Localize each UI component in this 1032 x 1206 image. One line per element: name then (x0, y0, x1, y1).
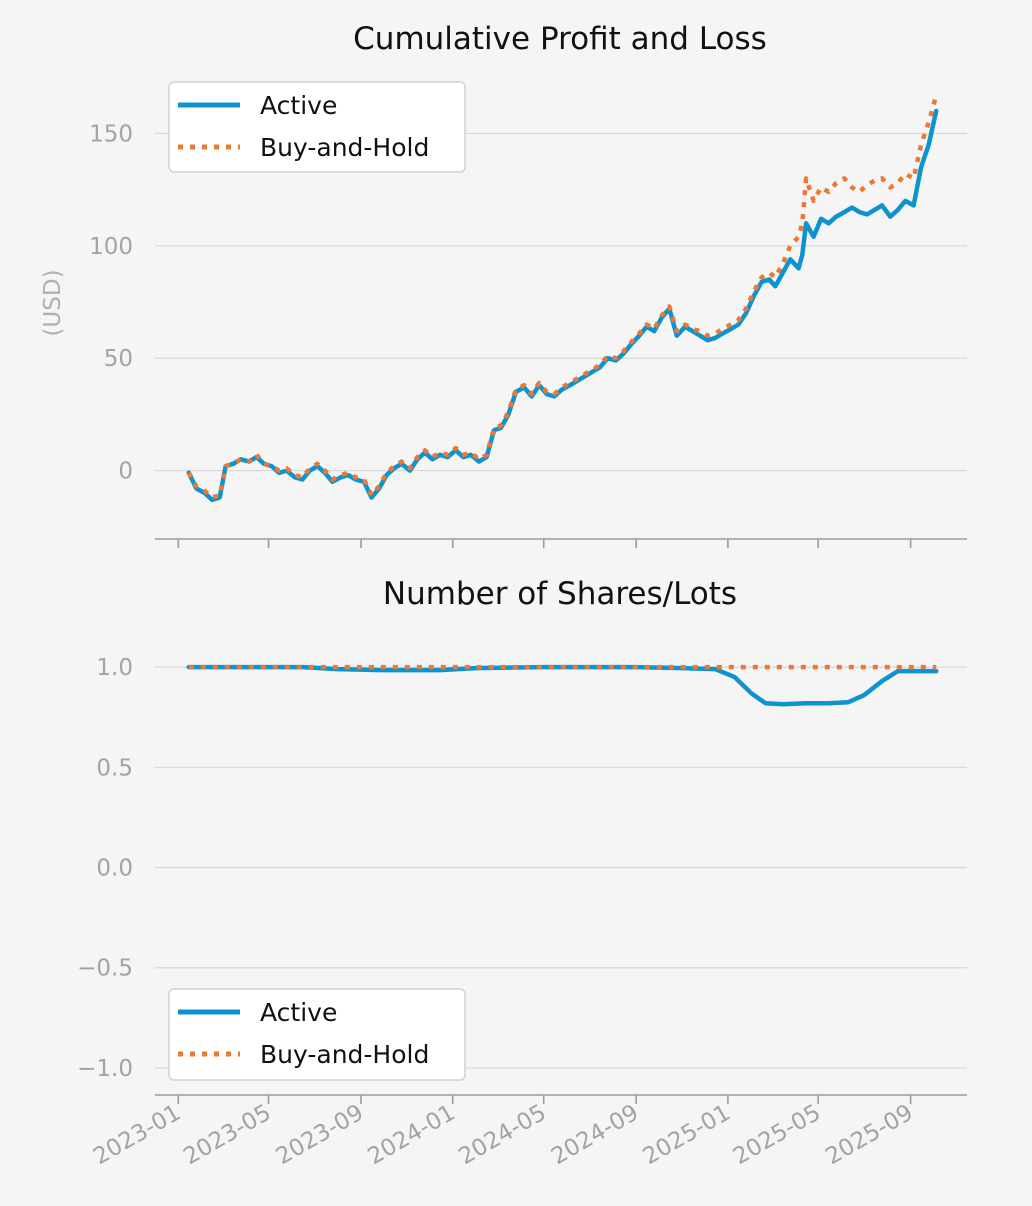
shares-y-axis-ticks: −1.0 −0.5 0.0 0.5 1.0 (77, 655, 133, 1082)
pnl-chart: Cumulative Profit and Loss (USD) 0 50 100 1… (40, 21, 967, 548)
pnl-y-tick-label: 150 (89, 121, 133, 147)
shares-series-active-line (186, 664, 939, 707)
pnl-y-axis-label: (USD) (40, 269, 66, 336)
pnl-x-axis-ticks (177, 539, 912, 548)
shares-legend-active-label: Active (260, 998, 337, 1027)
shares-chart-title: Number of Shares/Lots (383, 576, 737, 612)
pnl-legend-box (168, 81, 466, 173)
shares-y-tick-label: −0.5 (77, 956, 133, 982)
shares-y-tick-label: 0.5 (96, 755, 133, 781)
pnl-y-tick-label: 100 (89, 234, 133, 260)
shares-legend-box (168, 988, 466, 1081)
shares-series (186, 664, 939, 707)
pnl-series (186, 94, 939, 503)
shares-y-tick-label: 0.0 (96, 856, 133, 882)
pnl-chart-title: Cumulative Profit and Loss (353, 21, 767, 57)
shares-y-tick-label: −1.0 (77, 1056, 133, 1082)
pnl-y-axis-ticks: 0 50 100 150 (89, 121, 133, 484)
pnl-series-buy-and-hold-line (186, 94, 939, 500)
shares-grid (155, 666, 967, 1069)
pnl-legend-active-label: Active (260, 91, 337, 120)
shares-legend: Active Buy-and-Hold (168, 988, 466, 1081)
pnl-legend: Active Buy-and-Hold (168, 81, 466, 173)
shares-y-tick-label: 1.0 (96, 655, 133, 681)
pnl-y-tick-label: 50 (104, 346, 133, 372)
pnl-legend-buyhold-label: Buy-and-Hold (260, 133, 429, 162)
pnl-y-tick-label: 0 (118, 459, 133, 485)
shares-legend-buyhold-label: Buy-and-Hold (260, 1040, 429, 1069)
